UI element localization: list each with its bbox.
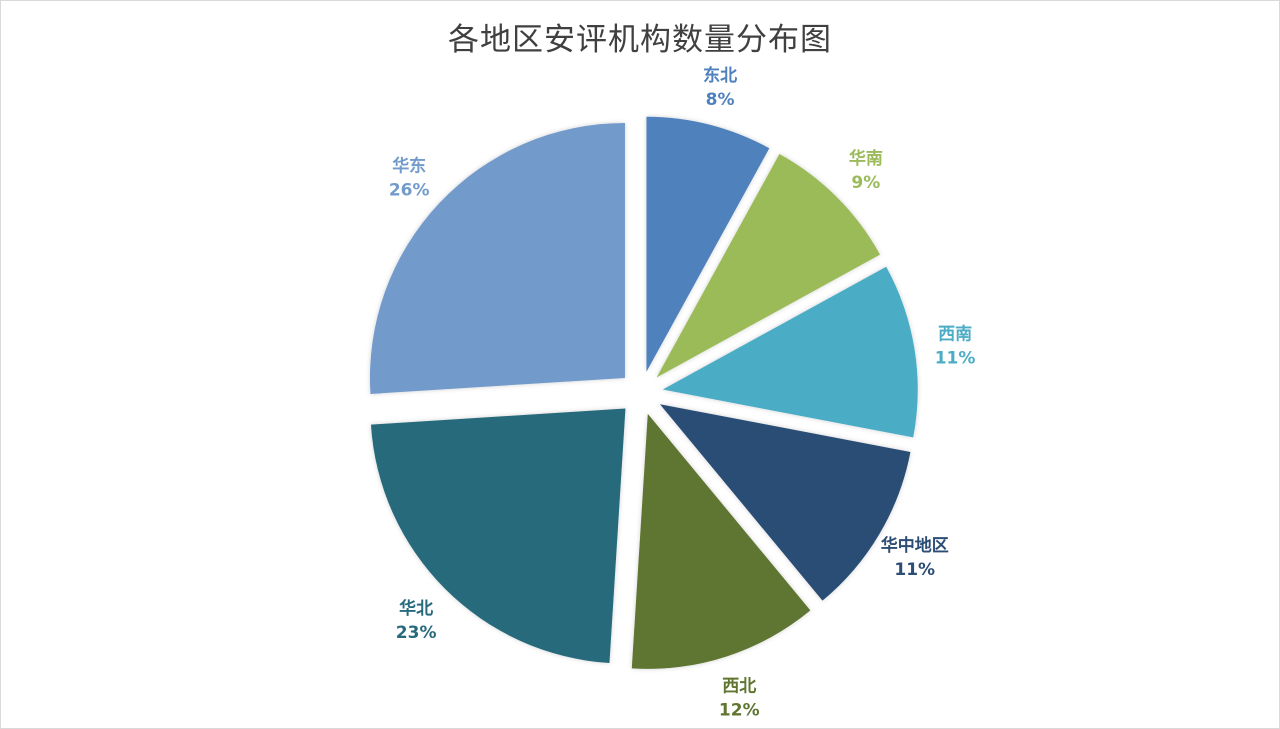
slice-percent-0: 8% <box>706 90 735 110</box>
slice-label-1: 华南 9% <box>849 148 883 193</box>
pie-slice-3 <box>659 404 911 601</box>
slice-percent-6: 26% <box>389 180 430 200</box>
pie-slice-4 <box>631 413 811 669</box>
slice-category-1: 华南 <box>849 148 883 169</box>
chart-title: 各地区安评机构数量分布图 <box>448 22 832 58</box>
pie-slice-1 <box>656 153 881 378</box>
slice-percent-2: 11% <box>935 348 976 368</box>
slice-label-0: 东北 8% <box>703 65 737 110</box>
slice-category-4: 西北 <box>722 676 756 696</box>
slice-category-5: 华北 <box>399 598 433 619</box>
slice-label-2: 西南 11% <box>935 323 976 368</box>
slice-category-3: 华中地区 <box>881 535 949 556</box>
slice-category-2: 西南 <box>938 323 972 344</box>
pie-slice-6 <box>369 122 625 394</box>
slice-percent-3: 11% <box>894 560 935 580</box>
slice-label-6: 华东 26% <box>389 155 430 200</box>
slice-category-0: 东北 <box>703 65 737 86</box>
pie-slice-5 <box>370 408 626 664</box>
pie-slice-2 <box>662 266 918 438</box>
slice-category-6: 华东 <box>392 155 426 176</box>
slice-label-4: 西北 12% <box>719 676 760 720</box>
slice-label-5: 华北 23% <box>396 598 437 643</box>
slice-percent-5: 23% <box>396 623 437 643</box>
slice-label-3: 华中地区 11% <box>881 535 949 580</box>
slice-percent-4: 12% <box>719 700 760 720</box>
slice-percent-1: 9% <box>851 173 880 193</box>
pie-slice-0 <box>646 116 770 372</box>
